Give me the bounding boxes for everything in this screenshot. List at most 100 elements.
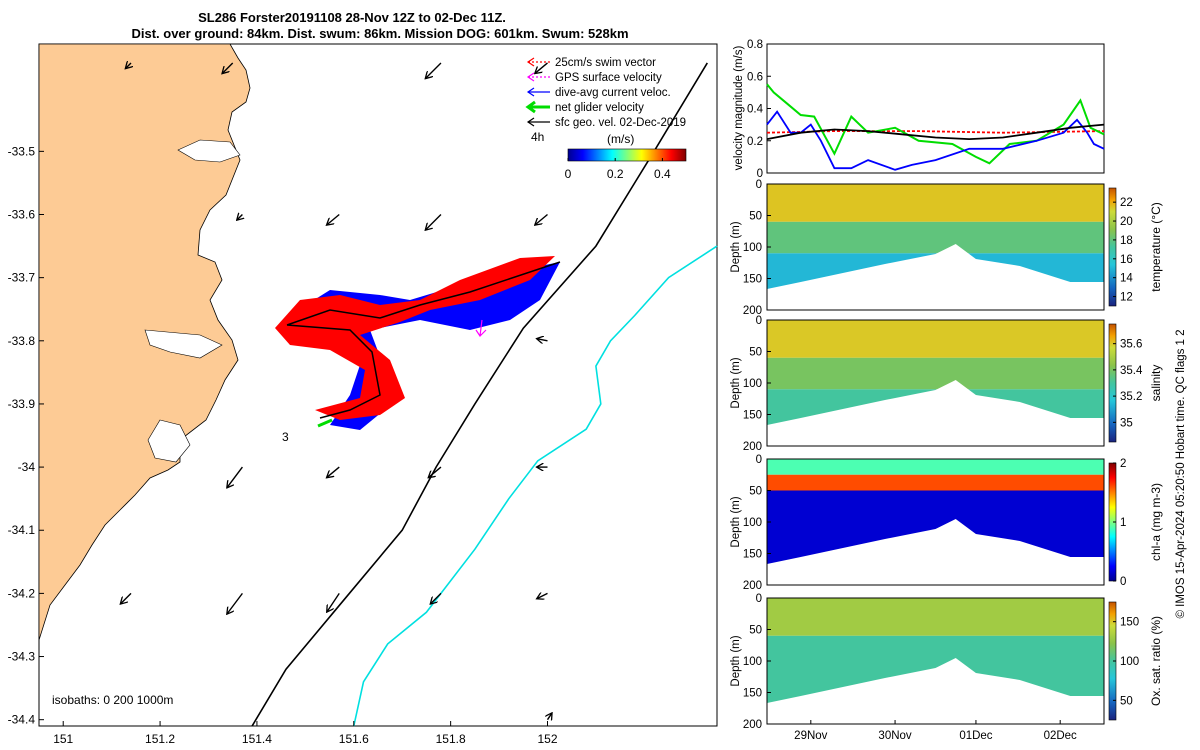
section-y-tick-label: 0	[756, 179, 762, 191]
section-y-tick-label: 150	[743, 274, 762, 286]
section-no-data-mask	[767, 658, 1104, 724]
section-ylabel: Depth (m)	[730, 221, 742, 272]
map-y-tick-label: -34	[18, 460, 36, 474]
velocity-y-tick-label: 0.4	[747, 104, 764, 116]
legend-entry-swim-vector: 25cm/s swim vector	[526, 57, 656, 69]
gps-surface-velocity	[475, 319, 487, 337]
colorbar-unit-label: (m/s)	[607, 132, 634, 146]
estuary-2	[147, 419, 191, 463]
sfc-geo-velocity-arrow	[538, 593, 548, 598]
sfc-geo-velocity-arrow	[126, 63, 131, 68]
velocity-y-tick-label: 0.6	[747, 71, 763, 83]
section-layer	[767, 184, 1104, 222]
speed-colorbar-tick-label: 0	[565, 167, 572, 181]
sfc-geo-velocity-arrow	[327, 466, 340, 477]
coastline-land	[38, 43, 251, 641]
velocity-y-ticks: 0 0.2 0.4 0.6 0.8	[747, 39, 771, 180]
map-y-tick-label: -34.2	[8, 586, 36, 600]
section-layer	[767, 474, 1104, 491]
section-colorbar-label: salinity	[1149, 365, 1163, 402]
legend-label-dive-avg-current: dive-avg current veloc.	[555, 87, 671, 99]
legend-label-gps-velocity: GPS surface velocity	[555, 72, 662, 84]
sfc-geo-velocity-arrow	[223, 62, 234, 73]
section-x-tick-label: 29Nov	[794, 730, 827, 742]
map-y-tick-label: -34.3	[8, 650, 36, 664]
map-y-tick-label: -33.9	[8, 397, 36, 411]
velocity-ylabel: velocity magnitude (m/s)	[733, 46, 745, 171]
map-y-tick-label: -33.8	[8, 334, 36, 348]
section-x-tick-label: 02Dec	[1044, 730, 1077, 742]
section-colorbar	[1108, 323, 1117, 443]
velocity-y-tick-label: 0.2	[747, 136, 763, 148]
section-colorbar-tick-label: 18	[1120, 235, 1133, 247]
section-colorbar-tick-label: 14	[1120, 273, 1133, 285]
legend-label-net-glider-velocity: net glider velocity	[555, 102, 644, 114]
map-y-tick-label: -33.5	[8, 144, 36, 158]
swim-vector-swath	[275, 256, 555, 420]
section-colorbar-tick-label: 35.6	[1120, 339, 1142, 351]
map-x-tick-label: 151.6	[339, 732, 369, 746]
section-colorbar	[1108, 187, 1117, 307]
section-oxygen-saturation: 0 50 100 150 200 Depth (m) 50 100 150 Ox. sat. ra…	[730, 593, 1163, 742]
section-y-tick-label: 0	[756, 454, 762, 466]
section-colorbar-tick-label: 16	[1120, 254, 1133, 266]
section-colorbar-tick-label: 150	[1120, 617, 1139, 629]
sfc-geo-velocity-arrow	[536, 62, 548, 73]
section-y-tick-label: 0	[756, 315, 762, 327]
section-colorbar-tick-label: 35	[1120, 417, 1133, 429]
map-x-ticks: 151 151.2 151.4 151.6 151.8 152	[53, 721, 558, 746]
legend-entry-sfc-geo-velocity: sfc geo. vel. 02-Dec-2019	[526, 117, 686, 129]
section-layer	[767, 221, 1104, 254]
sfc-geo-velocity-arrow	[538, 339, 548, 341]
map-x-tick-label: 152	[537, 732, 557, 746]
section-y-tick-label: 50	[749, 211, 762, 223]
section-colorbar-label: temperature (°C)	[1149, 202, 1163, 292]
sfc-geo-velocity-arrow	[429, 466, 442, 477]
sfc-geo-velocity-arrow	[327, 213, 340, 225]
section-temperature: 0 50 100 150 200 Depth (m) 12 14 16 18 20 22 tempera…	[730, 179, 1163, 317]
section-y-tick-label: 150	[743, 410, 762, 422]
section-y-tick-label: 100	[743, 242, 762, 254]
velocity-frame	[766, 43, 1105, 174]
section-no-data-mask	[767, 519, 1104, 585]
map-x-tick-label: 151.2	[145, 732, 175, 746]
section-colorbar-tick-label: 2	[1120, 458, 1126, 470]
map-x-tick-label: 151	[53, 732, 73, 746]
sfc-geo-velocity-arrow	[237, 215, 242, 220]
section-salinity: 0 50 100 150 200 Depth (m) 35 35.2 35.4 35.6 salin…	[730, 315, 1163, 453]
section-y-tick-label: 150	[743, 549, 762, 561]
map-x-tick-label: 151.4	[242, 732, 272, 746]
legend-entry-dive-avg-current: dive-avg current veloc.	[526, 87, 671, 99]
section-y-tick-label: 150	[743, 688, 762, 700]
title-line-2: Dist. over ground: 84km. Dist. swum: 86k…	[131, 26, 628, 41]
section-y-tick-label: 200	[743, 305, 762, 317]
map-y-tick-label: -34.1	[8, 523, 36, 537]
sfc-geo-velocity-arrow	[227, 466, 243, 487]
section-colorbar-tick-label: 12	[1120, 292, 1133, 304]
credit-text: © IMOS 15-Apr-2024 05:20:50 Hobart time.…	[1175, 329, 1187, 618]
section-colorbar-tick-label: 20	[1120, 216, 1133, 228]
section-colorbar-tick-label: 50	[1120, 695, 1133, 707]
section-layer	[767, 459, 1104, 475]
sfc-geo-velocity-arrow	[431, 592, 442, 603]
speed-colorbar-tick-label: 0.4	[654, 167, 671, 181]
annotation-4h: 4h	[531, 130, 544, 144]
section-y-tick-label: 100	[743, 378, 762, 390]
glider-track	[286, 261, 561, 419]
section-y-tick-label: 100	[743, 517, 762, 529]
section-chl-a: 0 50 100 150 200 Depth (m) 0 1 2 chl-a (mg m-3)	[730, 454, 1163, 592]
section-layer	[767, 598, 1104, 636]
sfc-geo-velocity-arrow	[426, 62, 442, 78]
map-y-tick-label: -33.6	[8, 208, 36, 222]
section-colorbar-tick-label: 100	[1120, 656, 1139, 668]
sfc-geo-velocity-arrow	[227, 592, 243, 613]
map-y-ticks: -33.5 -33.6 -33.7 -33.8 -33.9 -34 -34.1 -34.2 -3…	[8, 144, 44, 727]
map-y-tick-label: -33.7	[8, 271, 36, 285]
section-ylabel: Depth (m)	[730, 357, 742, 408]
isobaths-label: isobaths: 0 200 1000m	[52, 693, 173, 707]
section-y-tick-label: 50	[749, 347, 762, 359]
isobath-200m	[251, 62, 708, 727]
sfc-geo-velocity-arrow	[327, 593, 340, 611]
velocity-series-line	[766, 130, 1105, 134]
